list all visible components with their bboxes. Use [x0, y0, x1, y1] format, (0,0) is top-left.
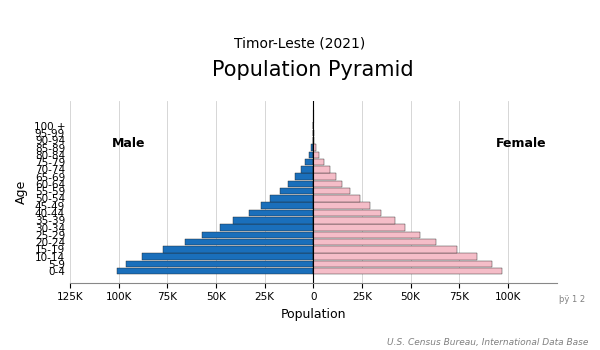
Bar: [313, 203, 370, 209]
Bar: [202, 232, 313, 238]
Bar: [185, 239, 313, 245]
Bar: [271, 195, 313, 202]
Text: U.S. Census Bureau, International Data Base: U.S. Census Bureau, International Data B…: [386, 337, 588, 346]
Bar: [313, 181, 343, 187]
Text: Timor-Leste (2021): Timor-Leste (2021): [235, 37, 365, 51]
Bar: [233, 217, 313, 224]
Bar: [313, 188, 350, 195]
Bar: [313, 144, 316, 151]
X-axis label: Population: Population: [280, 308, 346, 321]
Bar: [313, 173, 335, 180]
Bar: [288, 181, 313, 187]
Bar: [295, 173, 313, 180]
Bar: [309, 152, 313, 158]
Bar: [313, 195, 360, 202]
Bar: [313, 152, 319, 158]
Bar: [313, 246, 457, 253]
Bar: [313, 239, 436, 245]
Bar: [313, 210, 382, 216]
Bar: [313, 137, 314, 143]
Bar: [260, 203, 313, 209]
Bar: [313, 268, 502, 274]
Y-axis label: Age: Age: [15, 180, 28, 204]
Bar: [313, 159, 324, 166]
Text: Male: Male: [112, 138, 145, 150]
Bar: [313, 217, 395, 224]
Bar: [220, 224, 313, 231]
Bar: [127, 261, 313, 267]
Bar: [313, 261, 493, 267]
Text: Female: Female: [496, 138, 547, 150]
Bar: [116, 268, 313, 274]
Bar: [163, 246, 313, 253]
Bar: [142, 253, 313, 260]
Bar: [313, 232, 420, 238]
Title: Population Pyramid: Population Pyramid: [212, 61, 414, 80]
Bar: [311, 144, 313, 151]
Bar: [280, 188, 313, 195]
Bar: [313, 166, 330, 173]
Bar: [305, 159, 313, 166]
Bar: [313, 253, 477, 260]
Bar: [249, 210, 313, 216]
Bar: [313, 224, 405, 231]
Text: þÿ 1 2: þÿ 1 2: [559, 295, 585, 304]
Bar: [301, 166, 313, 173]
